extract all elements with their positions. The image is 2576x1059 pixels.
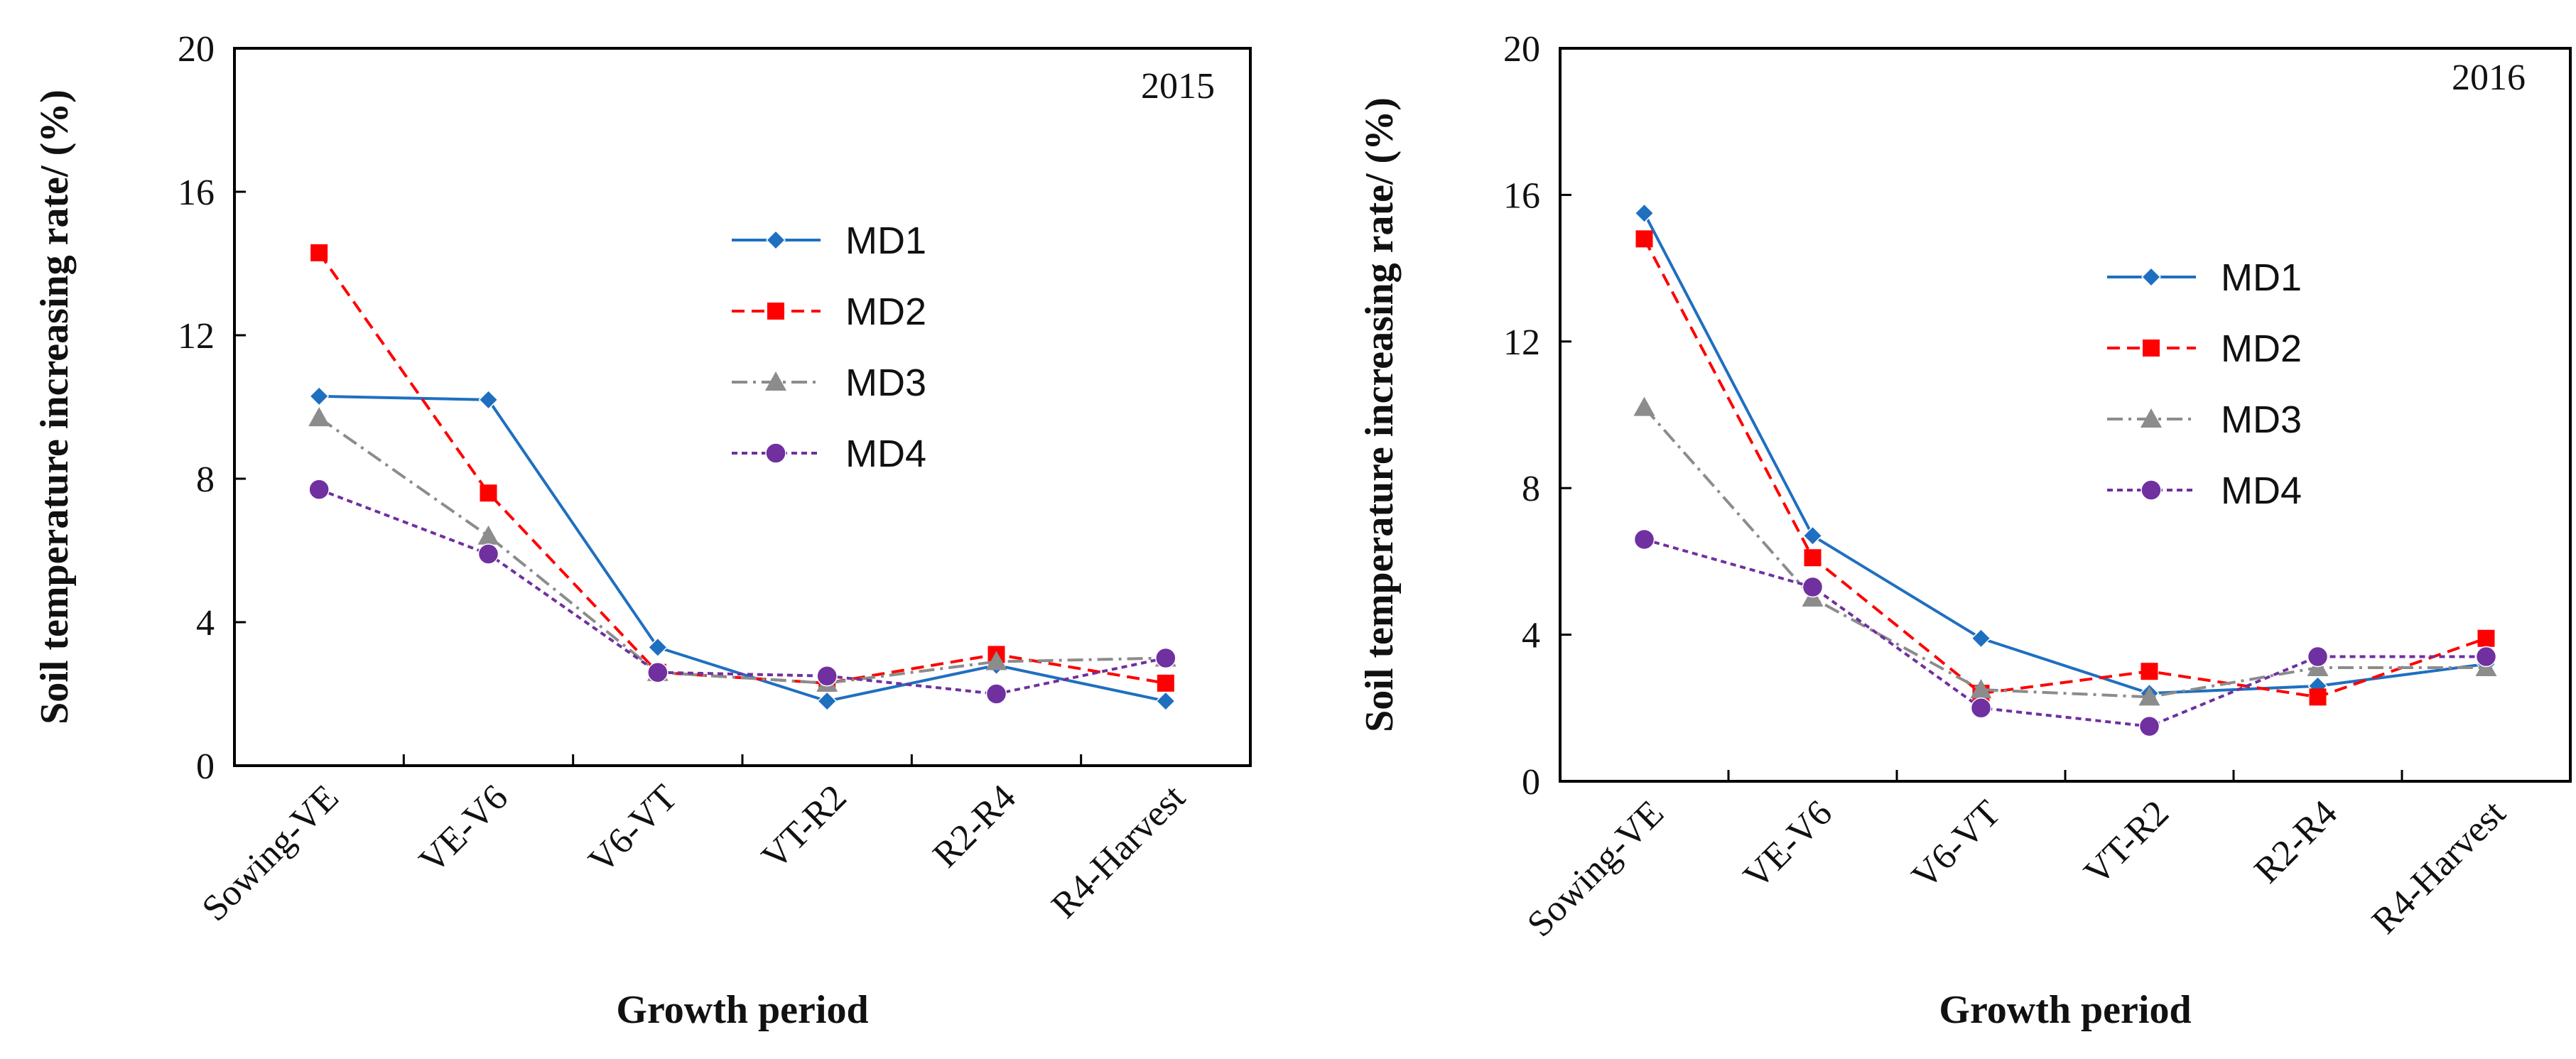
data-point-md2 <box>1804 549 1822 567</box>
legend-label-md4: MD4 <box>2221 469 2302 512</box>
y-tick-label: 8 <box>1522 469 1540 509</box>
data-point-md1 <box>478 389 499 410</box>
data-point-md1 <box>309 386 330 406</box>
data-point-md1 <box>1971 628 1991 648</box>
data-point-md1 <box>1155 691 1176 712</box>
series-line-md4 <box>1643 538 2486 728</box>
data-point-md4 <box>2475 646 2497 668</box>
x-tick-label: VE-V6 <box>1736 793 1840 897</box>
x-tick-label: Sowing-VE <box>195 777 347 929</box>
chart-2016: 0 4 8 12 16 20 Sowing-VE VE-V6 V6-VT VT-R2 R2-R4 R4… <box>1358 29 2572 1032</box>
data-point-md3 <box>1633 396 1655 416</box>
data-point-md2 <box>2141 663 2158 680</box>
y-tick-label: 8 <box>196 460 215 500</box>
legend-marker-md1 <box>765 229 786 251</box>
series-line-md1 <box>1643 212 2486 695</box>
y-tick-label: 12 <box>178 316 215 357</box>
year-label: 2015 <box>1141 66 1215 107</box>
legend-label-md1: MD1 <box>845 219 926 262</box>
year-label: 2016 <box>2452 58 2526 98</box>
x-axis-title: Growth period <box>616 988 868 1032</box>
data-point-md4 <box>2138 715 2160 737</box>
series-line-md2 <box>1643 238 2487 699</box>
data-point-md3 <box>2138 686 2160 706</box>
legend-label-md2: MD2 <box>2221 327 2302 370</box>
x-tick-label: R4-Harvest <box>1044 777 1194 926</box>
series-line-md3 <box>318 416 1166 685</box>
y-tick-label: 0 <box>1522 762 1540 803</box>
plot-area-frame <box>233 47 1252 767</box>
legend-marker-md2 <box>767 303 784 320</box>
legend-marker-md4 <box>765 442 786 464</box>
x-tick-label: R2-R4 <box>2247 793 2345 891</box>
x-tick-label: V6-VT <box>581 777 686 881</box>
y-tick-label: 4 <box>1522 616 1540 656</box>
legend-marker-md1 <box>2141 266 2162 288</box>
data-point-md4 <box>985 683 1007 705</box>
x-tick-label: R4-Harvest <box>2364 793 2513 942</box>
x-tick-label: VT-R2 <box>754 777 855 877</box>
legend-label-md3: MD3 <box>2221 398 2302 441</box>
y-tick-label: 12 <box>1503 322 1540 363</box>
legend-marker-md3 <box>765 371 786 391</box>
x-tick-label: R2-R4 <box>926 777 1024 875</box>
series-line-md2 <box>318 251 1167 685</box>
legend-label-md4: MD4 <box>845 433 926 475</box>
plot-area-frame <box>1559 47 2572 783</box>
data-point-md2 <box>1635 230 1653 248</box>
data-point-md1 <box>1634 203 1655 224</box>
data-point-md3 <box>1970 679 1992 698</box>
data-point-md4 <box>647 661 669 683</box>
data-point-md1 <box>647 637 668 658</box>
y-tick-label: 4 <box>196 603 215 643</box>
data-point-md4 <box>1970 697 1992 719</box>
y-tick-label: 20 <box>178 29 215 70</box>
legend-label-md2: MD2 <box>845 290 926 333</box>
data-point-md2 <box>2309 688 2327 706</box>
x-axis-title: Growth period <box>1939 988 2191 1032</box>
legend-marker-md4 <box>2141 479 2162 501</box>
x-tick-label: V6-VT <box>1904 793 2008 897</box>
data-point-md4 <box>2307 646 2329 668</box>
data-point-md4 <box>308 479 330 500</box>
data-point-md3 <box>308 407 330 427</box>
y-axis-title: Soil temperature increasing rate/ (%) <box>33 89 77 724</box>
series-line-md3 <box>1643 406 2486 699</box>
data-point-md2 <box>1157 674 1174 692</box>
y-tick-label: 16 <box>1503 175 1540 216</box>
x-tick-label: VT-R2 <box>2077 793 2177 893</box>
data-point-md3 <box>985 651 1007 670</box>
series-line-md4 <box>318 488 1167 696</box>
x-tick-label: VE-V6 <box>411 777 516 881</box>
data-point-md4 <box>1155 647 1176 669</box>
data-point-md2 <box>310 244 328 261</box>
data-point-md2 <box>480 484 497 502</box>
legend-label-md1: MD1 <box>2221 256 2302 299</box>
data-point-md4 <box>816 666 838 687</box>
legend-marker-md2 <box>2143 340 2160 357</box>
y-tick-label: 0 <box>196 746 215 787</box>
data-point-md4 <box>477 543 499 565</box>
legend-label-md3: MD3 <box>845 362 926 404</box>
chart-2015: 0 4 8 12 16 20 Sowing-VE VE-V6 V6-VT VT-R2 R2-R4 R4… <box>33 29 1252 1032</box>
y-tick-label: 20 <box>1503 29 1540 70</box>
data-point-md3 <box>477 525 499 545</box>
data-point-md2 <box>2477 629 2495 647</box>
series-line-md1 <box>319 394 1167 703</box>
x-tick-label: Sowing-VE <box>1520 793 1672 945</box>
legend-marker-md3 <box>2141 408 2162 428</box>
data-point-md1 <box>817 691 838 712</box>
y-axis-title: Soil temperature increasing rate/ (%) <box>1358 97 1402 732</box>
data-point-md4 <box>1802 576 1824 598</box>
data-point-md1 <box>1802 526 1823 546</box>
y-tick-label: 16 <box>178 173 215 213</box>
data-point-md4 <box>1633 528 1655 550</box>
